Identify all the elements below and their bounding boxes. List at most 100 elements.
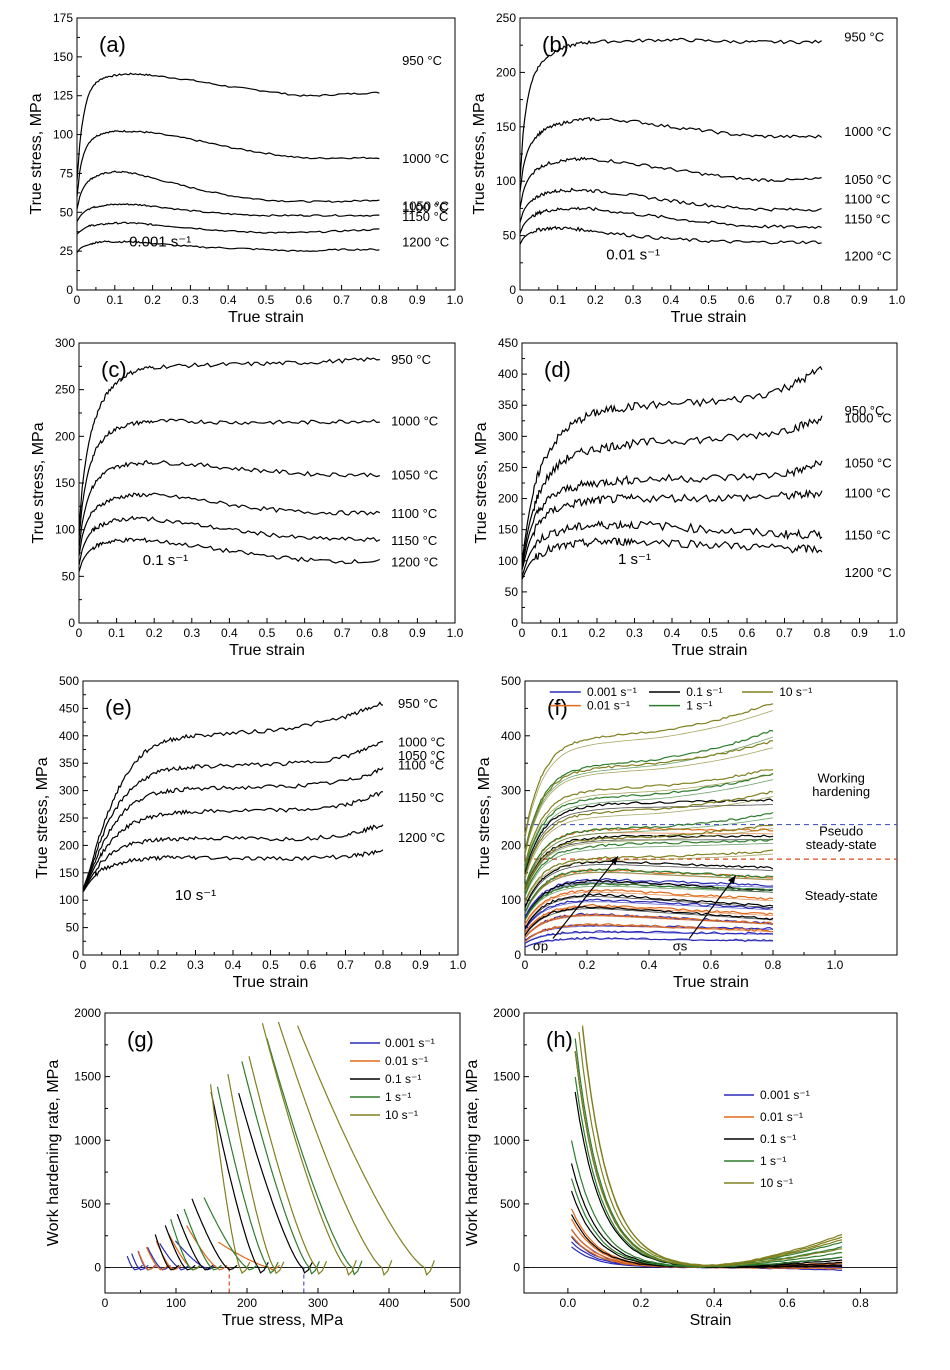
x-tick-label: 0.5	[258, 293, 275, 307]
y-axis-label: True stress, MPa	[30, 422, 47, 543]
legend: 0.001 s⁻¹0.01 s⁻¹0.1 s⁻¹1 s⁻¹10 s⁻¹	[549, 685, 812, 713]
x-tick-label: 0.2	[144, 293, 161, 307]
x-tick-label: 0.7	[334, 626, 351, 640]
series-label: 1050 °C	[391, 468, 438, 483]
hardening-curve	[210, 1084, 251, 1274]
series-label: 1000 °C	[845, 411, 892, 426]
x-axis-label: True strain	[673, 974, 749, 991]
panel-h: 0.0 0.2 0.4 0.6 0.8 0 500 1000 1500 2000 Strain Wor…	[464, 1006, 898, 1329]
x-tick-label: 0.1	[106, 293, 123, 307]
series-line	[78, 537, 381, 572]
x-tick-label: 0.2	[587, 293, 604, 307]
series-label: 1050 °C	[398, 748, 445, 763]
x-tick-label: 0.6	[300, 958, 317, 972]
y-tick-label: 1000	[74, 1133, 101, 1147]
sigma-p-label: σp	[533, 939, 548, 954]
rate-annotation: 1 s⁻¹	[618, 551, 651, 568]
x-tick-label: 0.2	[589, 626, 606, 640]
legend: 0.001 s⁻¹0.01 s⁻¹0.1 s⁻¹1 s⁻¹10 s⁻¹	[724, 1088, 810, 1190]
series-line-pair	[524, 710, 774, 839]
series-line	[82, 767, 384, 891]
x-tick-label: 0.6	[295, 293, 312, 307]
x-tick-label: 0.3	[625, 293, 642, 307]
y-axis-label: True stress, MPa	[34, 757, 51, 878]
x-tick-label: 0.2	[146, 626, 163, 640]
x-tick-label: 0.1	[551, 626, 568, 640]
series-label: 1150 °C	[402, 209, 448, 224]
x-tick-label: 0.8	[852, 1296, 869, 1310]
series-line-pair	[524, 843, 774, 897]
panel-e: 0 0.1 0.2 0.3 0.4 0.5 0.6 0.7 0.8 0.9 1.0 0 50 100 150…	[34, 674, 467, 991]
series-line	[76, 203, 380, 222]
series-line	[524, 790, 774, 877]
y-tick-label: 1500	[74, 1070, 101, 1084]
x-tick-label: 0.1	[112, 958, 129, 972]
y-tick-label: 0	[66, 283, 73, 297]
series-line	[519, 187, 822, 223]
y-axis-label: True stress, MPa	[476, 757, 493, 878]
legend-label: 0.01 s⁻¹	[760, 1110, 803, 1124]
x-tick-label: 0.0	[560, 1296, 577, 1310]
panel-label: (a)	[99, 32, 126, 57]
series-line-pair	[524, 871, 774, 914]
hardening-curve	[210, 1091, 269, 1274]
series-label: 1100 °C	[845, 485, 891, 500]
hardening-curve	[574, 1076, 843, 1268]
y-tick-label: 150	[53, 50, 73, 64]
series-label: 950 °C	[391, 352, 431, 367]
panel-label: (b)	[542, 32, 569, 57]
panel-a: 0 0.1 0.2 0.3 0.4 0.5 0.6 0.7 0.8 0.9 1.0 0 25 50 75 10…	[28, 11, 464, 326]
series-line	[524, 898, 774, 930]
y-tick-label: 500	[500, 1197, 520, 1211]
legend-label: 0.001 s⁻¹	[385, 1036, 435, 1050]
region-label: Pseudo	[819, 824, 863, 839]
x-tick-label: 1.0	[889, 626, 906, 640]
region-label: hardening	[812, 784, 870, 799]
series-line	[519, 117, 822, 193]
y-tick-label: 1000	[493, 1133, 520, 1147]
hardening-curve	[183, 1208, 222, 1271]
y-tick-label: 400	[501, 729, 521, 743]
hardening-curve	[145, 1246, 169, 1271]
series-label: 1200 °C	[398, 830, 445, 845]
series-label: 1100 °C	[844, 192, 890, 207]
x-tick-label: 0	[74, 293, 81, 307]
y-tick-label: 75	[60, 166, 74, 180]
y-tick-label: 0	[514, 948, 521, 962]
x-tick-label: 0	[102, 1296, 109, 1310]
x-tick-label: 1.0	[450, 958, 467, 972]
hardening-curve	[238, 1093, 313, 1274]
series-line	[76, 240, 380, 254]
panel-b: 0 0.1 0.2 0.3 0.4 0.5 0.6 0.7 0.8 0.9 1.0 0 50 100 150…	[471, 11, 906, 326]
series-line	[524, 703, 774, 835]
x-tick-label: 0.9	[409, 293, 426, 307]
hardening-curve	[170, 1219, 201, 1271]
series-line	[78, 492, 381, 556]
series-line-pair	[524, 864, 774, 909]
series-line	[521, 488, 823, 571]
region-label: Steady-state	[805, 888, 878, 903]
x-tick-label: 1.0	[447, 626, 464, 640]
rate-annotation: 10 s⁻¹	[175, 887, 216, 904]
y-tick-label: 250	[496, 11, 516, 25]
legend-label: 0.01 s⁻¹	[587, 699, 630, 713]
y-tick-label: 150	[496, 120, 516, 134]
series-line	[78, 356, 380, 530]
hardening-curve	[227, 1073, 285, 1275]
y-tick-label: 450	[59, 701, 79, 715]
legend-label: 0.001 s⁻¹	[760, 1088, 810, 1102]
y-tick-label: 400	[498, 367, 518, 381]
x-tick-label: 0	[76, 626, 83, 640]
series-label: 1100 °C	[398, 757, 444, 772]
series-line	[524, 740, 774, 852]
x-tick-label: 0.3	[182, 293, 199, 307]
x-tick-label: 0.6	[296, 626, 313, 640]
series-line	[524, 838, 774, 895]
series-label: 1100 °C	[391, 506, 437, 521]
series-line-pair	[524, 747, 774, 855]
x-axis-label: True strain	[233, 974, 309, 991]
hardening-curve	[203, 1197, 258, 1271]
y-tick-label: 100	[501, 893, 521, 907]
series-label: 1150 °C	[844, 212, 890, 227]
